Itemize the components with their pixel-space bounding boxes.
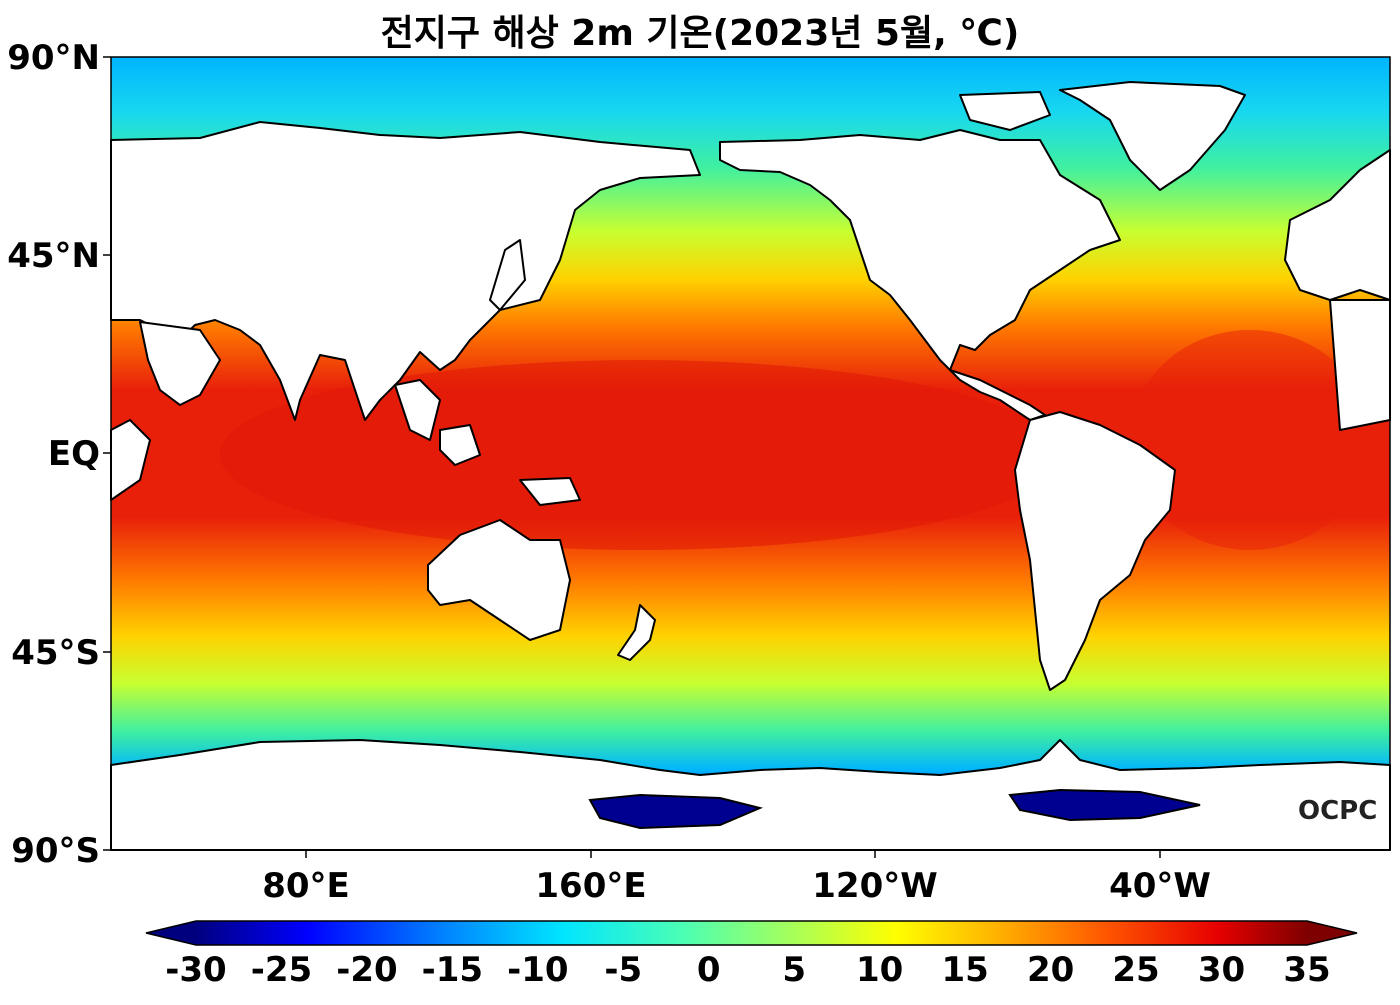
colorbar-tick-label: -30 <box>165 950 227 990</box>
land-north-america <box>719 129 1121 421</box>
land-europe <box>1284 149 1391 301</box>
y-tick-label-90n: 90°N <box>7 38 100 78</box>
land-australia <box>427 519 571 641</box>
land-greenland <box>1059 81 1246 191</box>
colorbar-tick-label: -25 <box>250 950 313 990</box>
colorbar-tick-label: 5 <box>782 950 807 990</box>
y-tick-marks <box>103 56 111 851</box>
colorbar-tick-label: -10 <box>507 950 569 990</box>
y-tick-label-90s: 90°S <box>11 831 100 871</box>
weddell-shelf <box>1008 788 1201 822</box>
x-tick-label-40w: 40°W <box>1109 866 1211 906</box>
colorbar-tick-label: 20 <box>1026 950 1075 990</box>
x-tick-marks <box>305 850 1161 858</box>
y-tick-label-45n: 45°N <box>7 236 100 276</box>
colorbar-tick-label: 0 <box>696 950 721 990</box>
y-tick-label-eq: EQ <box>47 434 100 474</box>
y-tick-label-45s: 45°S <box>11 633 100 673</box>
x-tick-label-120w: 120°W <box>812 866 938 906</box>
land-newzealand <box>617 604 656 661</box>
land-arabia <box>139 321 221 406</box>
colorbar-tick-label: 35 <box>1283 950 1331 990</box>
land-newguinea <box>519 477 581 506</box>
land-africa-east <box>1329 299 1391 431</box>
land-arctic-islands <box>959 91 1051 131</box>
x-tick-label-160e: 160°E <box>535 866 647 906</box>
atlantic-warm <box>1130 330 1370 550</box>
colorbar-tick-label: 10 <box>856 950 904 990</box>
colorbar-max-extend <box>1307 921 1357 945</box>
colorbar-tick-label: -20 <box>336 950 398 990</box>
ocpc-logo: OCPC <box>1298 796 1378 826</box>
landmasses <box>110 81 1391 851</box>
map-title: 전지구 해상 2m 기온(2023년 5월, ℃) <box>380 13 1020 54</box>
colorbar-tick-label: 25 <box>1112 950 1160 990</box>
land-borneo <box>439 424 481 466</box>
land-asia <box>110 121 701 421</box>
colorbar-tick-label: 30 <box>1197 950 1246 990</box>
colorbar-tick-label: -5 <box>604 950 643 990</box>
colorbar <box>145 920 1358 946</box>
land-indochina <box>394 379 441 441</box>
colorbar-min-extend <box>146 921 196 945</box>
land-south-america <box>1014 411 1176 691</box>
land-japan <box>489 239 526 311</box>
x-tick-label-80e: 80°E <box>262 866 350 906</box>
warm-pool <box>220 360 1060 550</box>
colorbar-tick-label: -15 <box>421 950 484 990</box>
ross-shelf <box>588 793 764 830</box>
land-antarctica <box>110 739 1391 851</box>
colorbar-tick-label: 15 <box>941 950 989 990</box>
